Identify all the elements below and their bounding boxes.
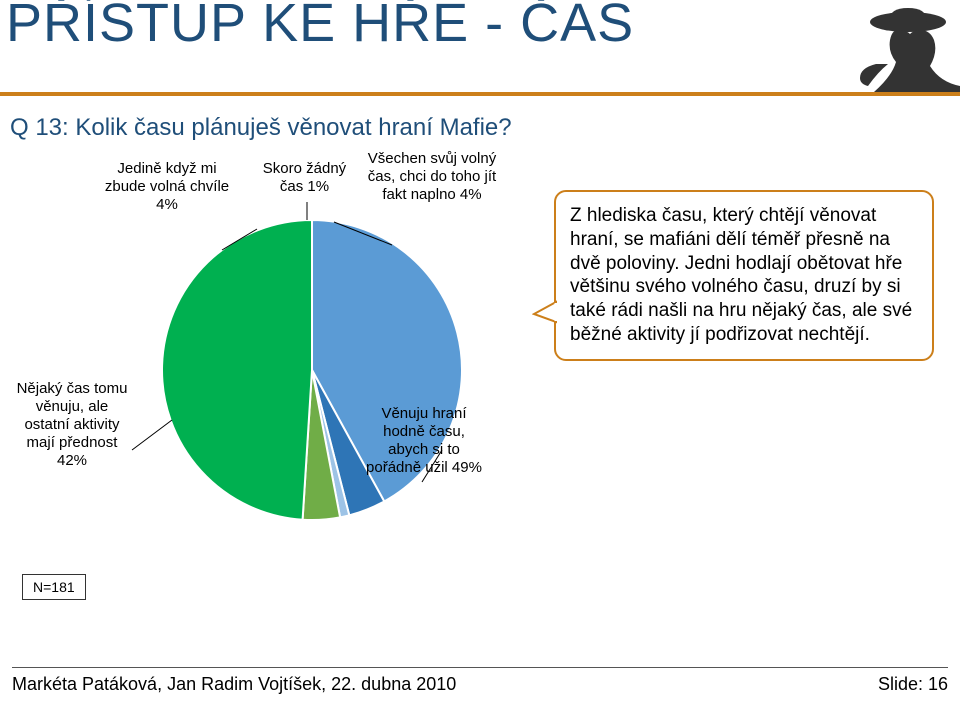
question-subtitle: Q 13: Kolik času plánuješ věnovat hraní … <box>10 114 512 142</box>
pie-slice <box>162 220 312 520</box>
footer-slide-number: Slide: 16 <box>878 674 948 695</box>
analysis-callout: Z hlediska času, který chtějí věnovat hr… <box>554 190 934 361</box>
pie-chart: Nějaký čas tomu věnuju, ale ostatní akti… <box>22 170 542 600</box>
footer: Markéta Patáková, Jan Radim Vojtíšek, 22… <box>12 667 948 695</box>
callout-tail-icon <box>532 300 558 326</box>
slide-title: PŘÍSTUP KE HŘE - ČAS <box>6 0 634 54</box>
silhouette-icon <box>820 4 960 92</box>
sample-size-box: N=181 <box>22 574 86 600</box>
title-bar: PŘÍSTUP KE HŘE - ČAS <box>0 0 960 96</box>
footer-author: Markéta Patáková, Jan Radim Vojtíšek, 22… <box>12 674 456 695</box>
leader-line <box>132 420 172 450</box>
slide: PŘÍSTUP KE HŘE - ČAS Q 13: Kolik času pl… <box>0 0 960 709</box>
callout-text: Z hlediska času, který chtějí věnovat hr… <box>554 190 934 361</box>
pie-svg <box>22 170 542 570</box>
